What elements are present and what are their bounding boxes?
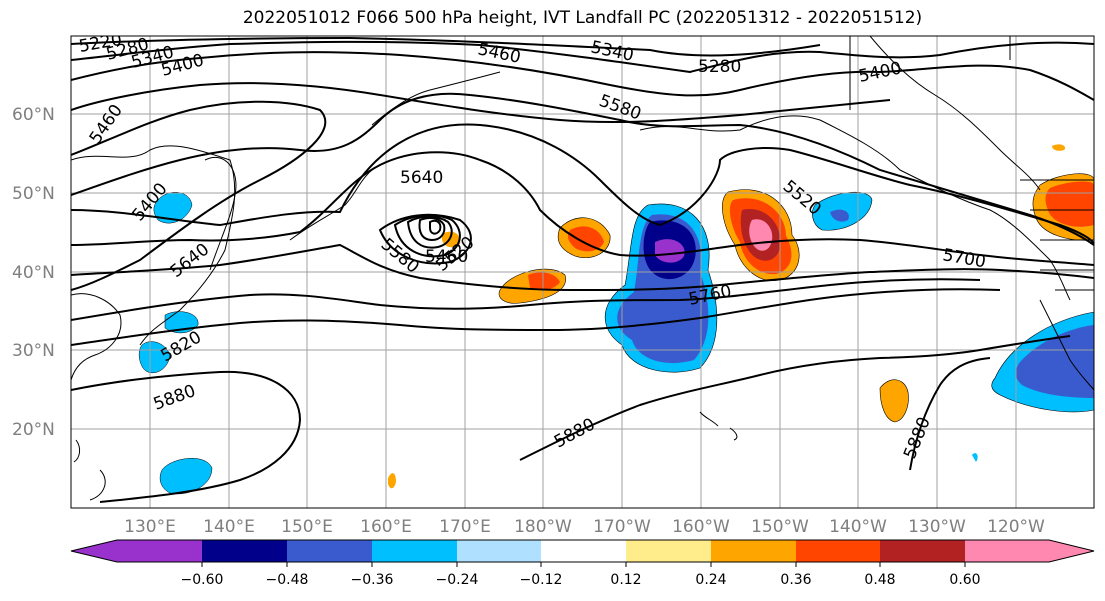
lon-label: 160°W — [672, 517, 730, 537]
colorbar-bin — [711, 540, 796, 562]
colorbar-tick-label: 0.60 — [949, 572, 980, 588]
colorbar-outline — [70, 539, 1095, 563]
map-frame — [70, 35, 1095, 509]
colorbar-bin — [287, 540, 372, 562]
colorbar-bin — [117, 540, 202, 562]
colorbar-bin — [880, 540, 965, 562]
colorbar-tick-label: 0.24 — [695, 572, 726, 588]
colorbar-tick-label: 0.12 — [610, 572, 641, 588]
gridlines — [71, 36, 1094, 508]
lon-label: 170°E — [439, 517, 491, 537]
colorbar-tick-label: −0.36 — [351, 572, 394, 588]
lon-label: 180°W — [514, 517, 572, 537]
lon-label: 160°E — [360, 517, 412, 537]
colorbar-tick-label: 0.48 — [864, 572, 895, 588]
lon-label: 140°W — [829, 517, 887, 537]
colorbar-tick-label: −0.48 — [266, 572, 309, 588]
lon-label: 140°E — [203, 517, 255, 537]
lon-label: 130°E — [124, 517, 176, 537]
lon-label: 120°W — [987, 517, 1045, 537]
contour-label: 5460 — [425, 247, 468, 267]
map-panel: 5220 5280 5340 5400 5460 5340 5280 5400 … — [71, 36, 1094, 508]
negative-ivt-region-west — [138, 192, 396, 495]
colorbar-extend-high — [1049, 540, 1094, 562]
lon-label: 130°W — [908, 517, 966, 537]
lon-label: 170°W — [593, 517, 651, 537]
contour-label: 5280 — [698, 57, 741, 77]
colorbar-tick-label: −0.60 — [181, 572, 224, 588]
colorbar-bin — [457, 540, 541, 562]
colorbar-bin — [796, 540, 880, 562]
colorbar-tick-label: −0.12 — [520, 572, 563, 588]
lon-label: 150°E — [281, 517, 333, 537]
lat-label: 20°N — [12, 420, 55, 440]
lat-label: 60°N — [12, 105, 55, 125]
lat-label: 50°N — [12, 184, 55, 204]
colorbar-tick-label: −0.24 — [436, 572, 479, 588]
colorbar-bin — [372, 540, 457, 562]
colorbar-bin — [626, 540, 711, 562]
lon-label: 150°W — [751, 517, 809, 537]
lat-label: 40°N — [12, 263, 55, 283]
colorbar-bin — [541, 540, 626, 562]
colorbar-tick-label: 0.36 — [780, 572, 811, 588]
lat-label: 30°N — [12, 341, 55, 361]
latitude-labels: 60°N 50°N 40°N 30°N 20°N — [12, 105, 55, 440]
contour-label: 5640 — [400, 168, 443, 188]
height-contours — [71, 36, 1094, 503]
longitude-labels: 130°E 140°E 150°E 160°E 170°E 180°W 170°… — [124, 517, 1045, 537]
colorbar-bin — [202, 540, 287, 562]
colorbar: −0.60 −0.48 −0.36 −0.24 −0.12 0.12 0.24 … — [70, 539, 1095, 588]
colorbar-bin — [965, 540, 1049, 562]
colorbar-extend-low — [71, 540, 117, 562]
map-title: 2022051012 F066 500 hPa height, IVT Land… — [242, 8, 923, 28]
